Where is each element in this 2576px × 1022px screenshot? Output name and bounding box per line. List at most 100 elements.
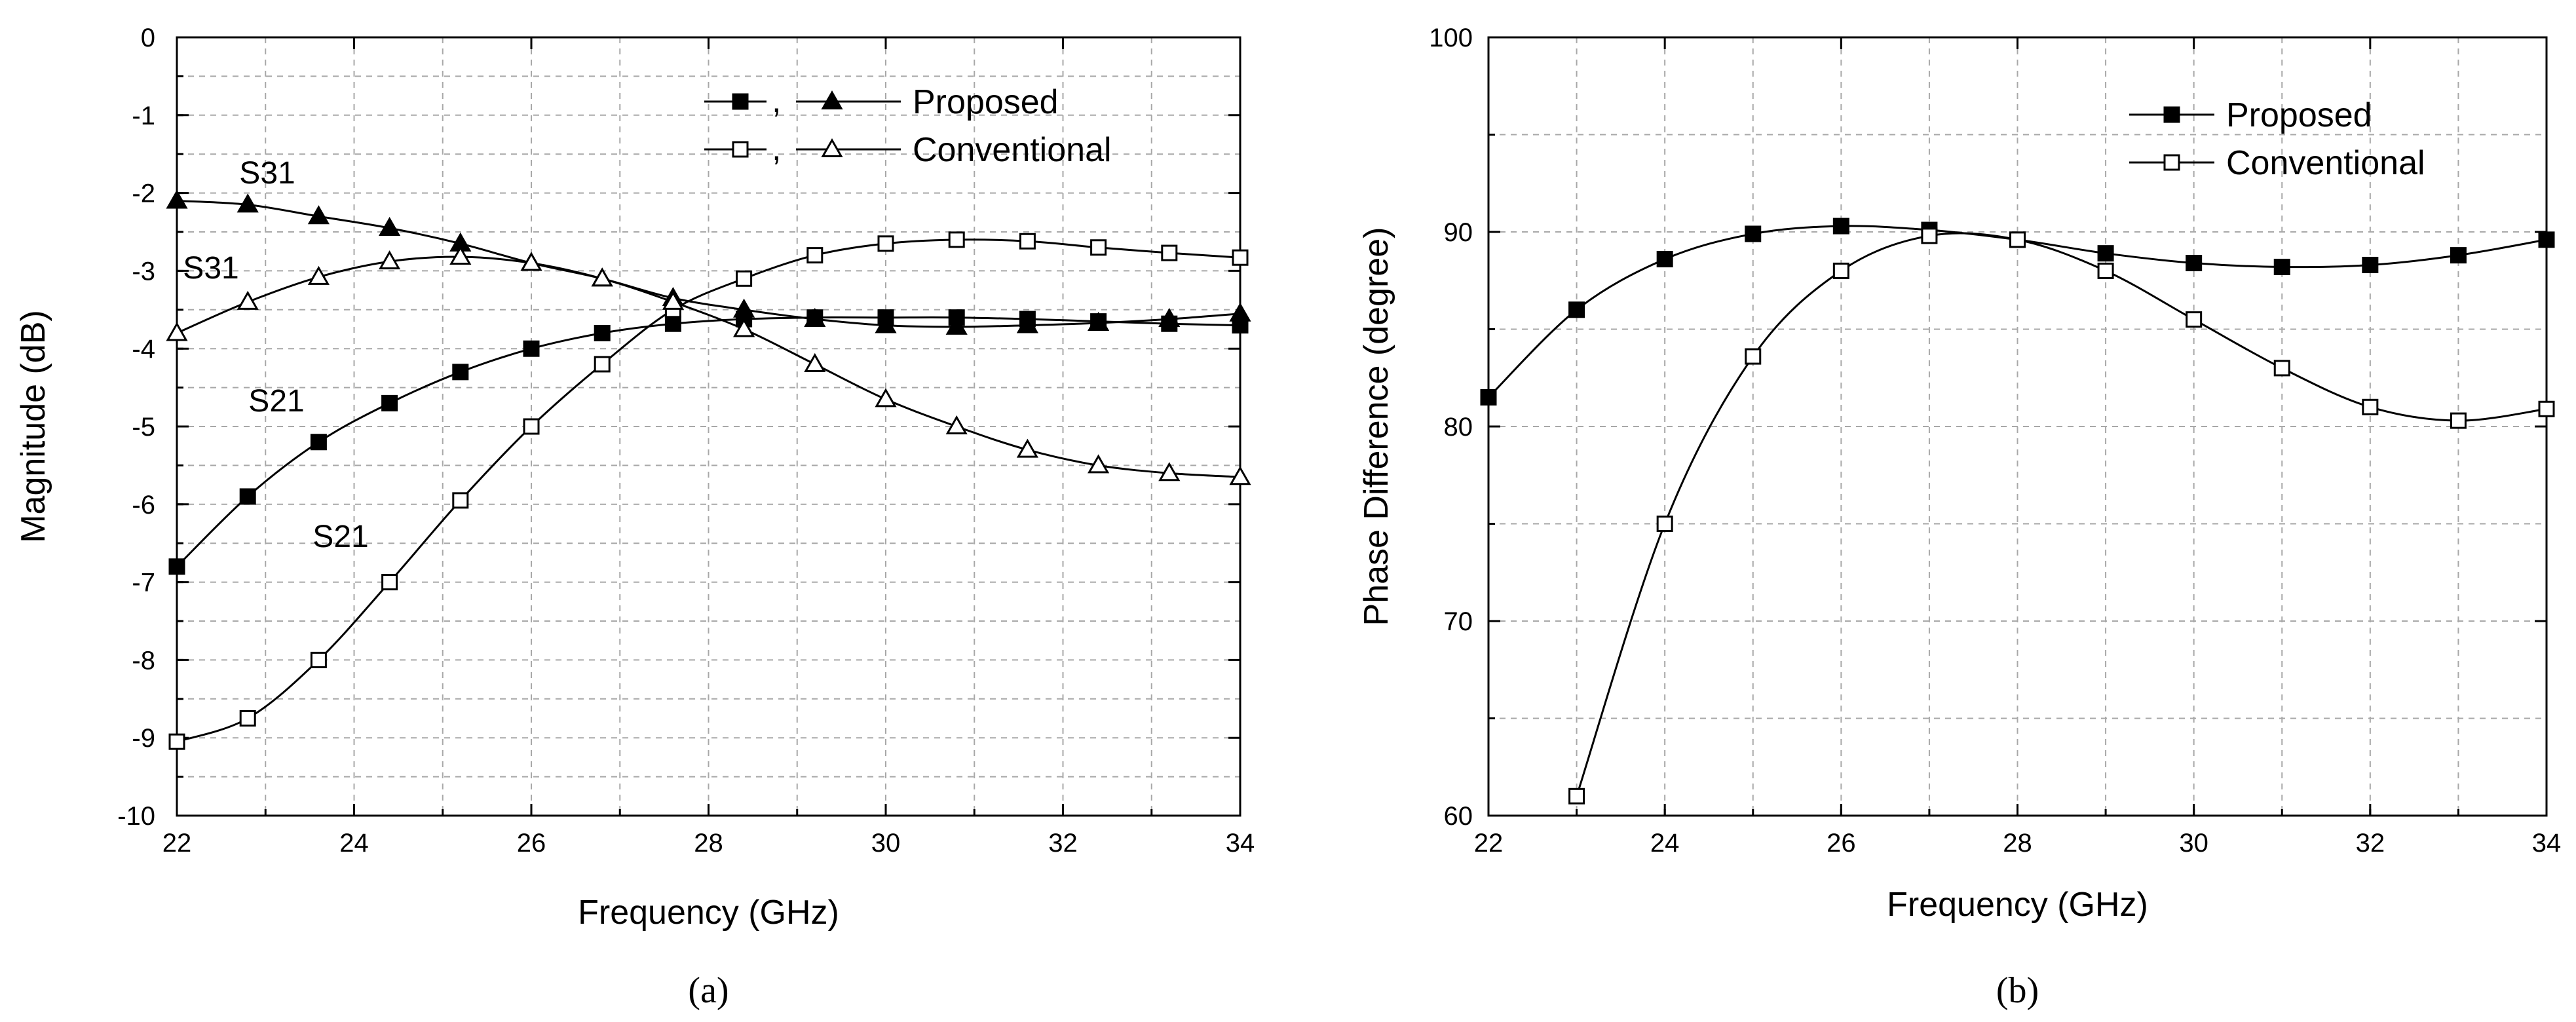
grid (1488, 37, 2547, 816)
y-tick-label: -7 (132, 569, 155, 597)
data-point (945, 315, 968, 335)
grid (177, 37, 1240, 816)
chart-panel-b: 22 24 26 28 30 32 34 60 70 80 90 100 Frequency (GHz)… (1357, 24, 2561, 1011)
data-point (1016, 438, 1038, 458)
data-point (594, 324, 611, 341)
data-point (310, 651, 327, 668)
x-tick-label: 34 (2532, 829, 2562, 858)
annotation-label: S21 (248, 384, 304, 419)
x-tick-label: 22 (162, 829, 192, 858)
data-point (875, 314, 897, 333)
data-point (237, 290, 259, 310)
data-point (239, 488, 256, 505)
data-point (523, 418, 540, 435)
y-tick-label: 100 (1429, 24, 1473, 52)
data-point (1656, 251, 1673, 268)
data-point (1656, 516, 1673, 532)
data-point (1088, 454, 1110, 474)
data-point (307, 265, 330, 285)
x-tick-label: 30 (871, 829, 901, 858)
data-point (948, 231, 965, 248)
annotation-label: S31 (183, 251, 238, 286)
legend: , Proposed, Conventional (704, 82, 1112, 169)
y-axis-label: Magnitude (dB) (14, 310, 52, 543)
figure-caption: (a) (688, 970, 729, 1011)
legend-separator: , (772, 130, 781, 168)
data-point (736, 270, 753, 287)
legend-marker (2163, 154, 2180, 171)
legend-marker (821, 90, 843, 109)
data-point (2186, 255, 2203, 272)
data-point (449, 245, 472, 265)
y-tick-label: -6 (132, 491, 155, 520)
data-point (1568, 301, 1585, 318)
data-point (2273, 360, 2290, 377)
x-tick-label: 26 (517, 829, 546, 858)
x-tick-label: 34 (1226, 829, 1255, 858)
data-point (381, 574, 398, 591)
y-tick-label: -1 (132, 102, 155, 130)
legend-marker (732, 93, 749, 110)
series-line-proposed-s21 (177, 316, 1240, 567)
data-point (2097, 262, 2114, 279)
legend-marker (2163, 106, 2180, 123)
ticks: 22 24 26 28 30 32 34 0 -1 -2 -3 -4 -5 -6 -7 -8 -9 -10 (117, 24, 1255, 858)
x-tick-label: 32 (2356, 829, 2385, 858)
data-point (381, 394, 398, 411)
data-point (1921, 227, 1938, 244)
data-point (1229, 466, 1251, 485)
data-point (2362, 398, 2379, 415)
data-point (1158, 462, 1181, 482)
x-tick-label: 22 (1474, 829, 1504, 858)
y-tick-label: 90 (1444, 218, 1473, 247)
markers-group (1480, 218, 2555, 804)
data-point (877, 235, 894, 252)
data-point (2362, 256, 2379, 273)
data-point (452, 364, 469, 381)
data-point (2538, 400, 2555, 417)
data-point (2450, 247, 2467, 264)
series-group (177, 200, 1240, 743)
data-point (1090, 239, 1107, 256)
data-point (2097, 245, 2114, 262)
legend-label: Conventional (2226, 144, 2425, 182)
x-tick-label: 30 (2179, 829, 2208, 858)
data-point (168, 558, 185, 575)
data-point (1161, 244, 1178, 261)
data-point (594, 356, 611, 373)
data-point (1568, 787, 1585, 804)
y-tick-label: 0 (141, 24, 155, 52)
y-tick-label: 60 (1444, 802, 1473, 831)
y-tick-label: -10 (117, 802, 155, 831)
y-tick-label: 80 (1444, 413, 1473, 442)
legend-marker (821, 138, 843, 157)
data-point (379, 217, 401, 237)
series-line-conventional (1576, 232, 2547, 797)
data-point (520, 252, 542, 271)
x-axis-label: Frequency (GHz) (1887, 886, 2148, 924)
legend-separator: , (772, 82, 781, 120)
y-tick-label: -4 (132, 335, 155, 364)
x-tick-label: 24 (1650, 829, 1680, 858)
data-point (239, 710, 256, 727)
legend-label: Proposed (913, 83, 1059, 121)
y-axis-label: Phase Difference (degree) (1357, 227, 1395, 626)
data-point (2538, 231, 2555, 248)
x-tick-label: 28 (694, 829, 723, 858)
data-point (2009, 231, 2026, 248)
data-point (1019, 233, 1036, 250)
data-point (523, 340, 540, 357)
data-point (875, 388, 897, 407)
ticks: 22 24 26 28 30 32 34 60 70 80 90 100 (1429, 24, 2561, 858)
data-point (804, 352, 826, 372)
data-point (1832, 218, 1849, 235)
data-point (168, 733, 185, 750)
y-tick-label: -8 (132, 646, 155, 675)
data-point (166, 189, 188, 209)
data-point (733, 298, 755, 318)
x-axis-label: Frequency (GHz) (578, 894, 839, 932)
data-point (733, 318, 755, 337)
annotation-label: S31 (239, 156, 295, 191)
data-point (2450, 412, 2467, 429)
